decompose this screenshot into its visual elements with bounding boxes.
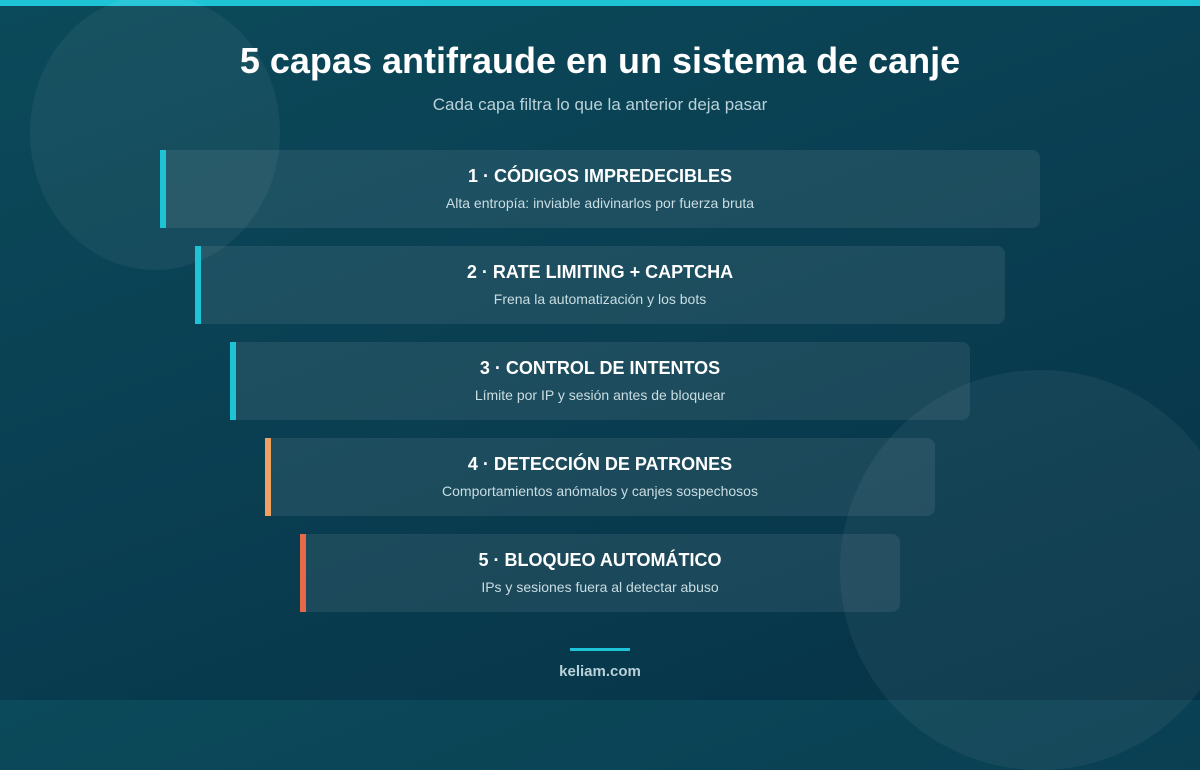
layer-2-description: Frena la automatización y los bots [493,291,707,307]
layer-3-accent-bar [230,342,236,420]
layer-2-card: 2 · RATE LIMITING + CAPTCHA Frena la aut… [195,246,1005,324]
layer-3-title: 3 · CONTROL DE INTENTOS [479,358,721,378]
layer-5-title: 5 · BLOQUEO AUTOMÁTICO [478,550,722,570]
layer-4-card: 4 · DETECCIÓN DE PATRONES Comportamiento… [265,438,935,516]
layer-5-description: IPs y sesiones fuera al detectar abuso [481,579,719,595]
layer-2-title: 2 · RATE LIMITING + CAPTCHA [466,262,734,282]
top-accent-bar [0,0,1200,6]
layer-4-description: Comportamientos anómalos y canjes sospec… [442,483,758,499]
layer-4-title: 4 · DETECCIÓN DE PATRONES [467,454,733,474]
layer-1-card: 1 · CÓDIGOS IMPREDECIBLES Alta entropía:… [160,150,1040,228]
layer-5-card: 5 · BLOQUEO AUTOMÁTICO IPs y sesiones fu… [300,534,900,612]
page-title: 5 capas antifraude en un sistema de canj… [239,40,961,81]
layer-1-description: Alta entropía: inviable adivinarlos por … [445,195,755,211]
layer-3-description: Límite por IP y sesión antes de bloquear [474,387,726,403]
layer-5-accent-bar [300,534,306,612]
page-subtitle: Cada capa filtra lo que la anterior deja… [432,95,768,114]
layer-4-accent-bar [265,438,271,516]
layer-1-accent-bar [160,150,166,228]
layer-1-title: 1 · CÓDIGOS IMPREDECIBLES [467,166,733,186]
footer-site[interactable]: keliam.com [559,663,641,680]
decorative-circle-top-left [30,0,280,270]
layer-2-accent-bar [195,246,201,324]
layer-3-card: 3 · CONTROL DE INTENTOS Límite por IP y … [230,342,970,420]
footer-divider [570,648,630,651]
